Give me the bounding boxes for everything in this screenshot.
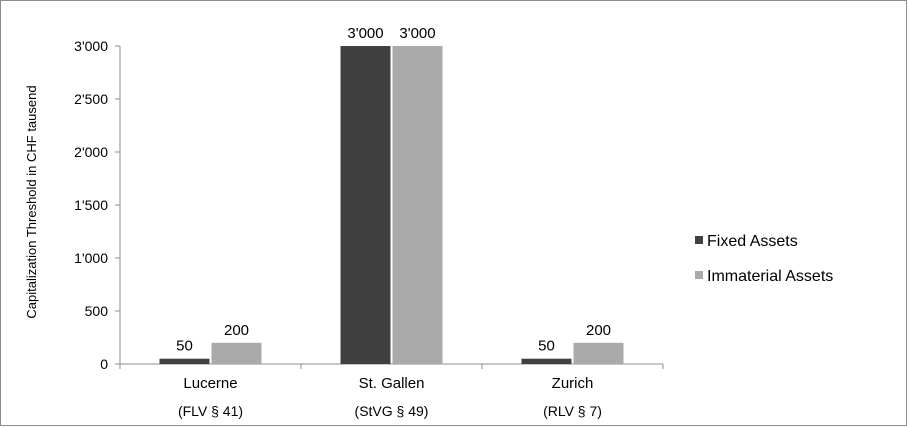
legend-swatch [695,271,703,279]
data-label: 200 [224,322,249,339]
data-labels: 50 3'000 50 200 3'000 200 [176,25,611,355]
bars [159,46,624,364]
category-sublabel: (FLV § 41) [178,403,243,419]
axes [119,46,663,365]
y-axis-title: Capitalization Threshold in CHF tausend [24,85,39,318]
bar-1-0 [211,342,262,364]
category-labels: Lucerne (FLV § 41) St. Gallen (StVG § 49) Zu… [178,375,602,419]
category-label: Zurich [552,375,594,392]
bar-0-2 [521,358,572,364]
data-label: 3'000 [399,25,435,42]
bar-1-2 [573,342,624,364]
x-ticks [119,364,664,369]
legend: Fixed Assets Immaterial Assets [695,233,833,285]
bar-1-1 [392,46,443,364]
legend-swatch [695,236,703,244]
y-tick-label: 3'000 [74,38,108,54]
y-tick-label: 2'000 [74,144,108,160]
legend-label: Immaterial Assets [707,268,833,285]
y-tick-label: 2'500 [74,91,108,107]
category-label: Lucerne [183,375,237,392]
y-tick-label: 0 [100,356,108,372]
data-label: 3'000 [347,25,383,42]
category-sublabel: (RLV § 7) [543,403,602,419]
y-tick-label: 1'500 [74,197,108,213]
y-tick-label: 500 [85,303,109,319]
category-sublabel: (StVG § 49) [355,403,429,419]
bar-0-1 [340,46,391,364]
data-label: 50 [176,338,193,355]
category-label: St. Gallen [359,375,425,392]
y-tick-label: 1'000 [74,250,108,266]
data-label: 50 [538,338,555,355]
data-label: 200 [586,322,611,339]
y-ticks: 0 500 1'000 1'500 2'000 2'500 3'000 [74,38,120,372]
legend-label: Fixed Assets [707,233,798,250]
bar-0-0 [159,358,210,364]
